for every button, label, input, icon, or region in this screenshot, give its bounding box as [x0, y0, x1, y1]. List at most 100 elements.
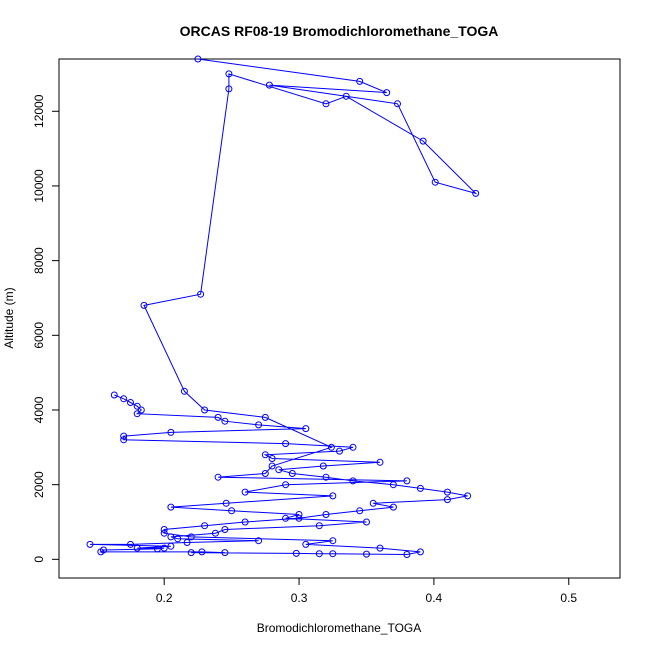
data-point — [221, 526, 229, 533]
y-tick-label: 0 — [32, 556, 46, 563]
data-point — [376, 458, 384, 466]
data-point — [363, 550, 370, 558]
x-tick-label: 0.3 — [291, 591, 308, 605]
data-point — [322, 473, 330, 481]
data-point — [349, 477, 357, 485]
data-point — [329, 550, 337, 558]
data-point — [322, 511, 330, 518]
data-point — [302, 425, 310, 433]
data-point — [160, 526, 168, 533]
data-point — [214, 473, 222, 481]
x-tick-label: 0.2 — [156, 591, 173, 605]
data-point — [180, 387, 188, 395]
data-point — [167, 503, 175, 511]
data-point — [241, 488, 249, 496]
data-point — [376, 544, 384, 552]
data-point — [282, 440, 290, 448]
data-point — [329, 537, 337, 545]
y-tick-label: 8000 — [32, 247, 46, 274]
data-point — [336, 447, 343, 455]
data-point — [127, 540, 134, 548]
data-point — [160, 544, 168, 552]
data-point — [137, 406, 145, 414]
data-point — [472, 189, 480, 197]
data-point — [221, 549, 229, 557]
data-point — [383, 89, 391, 97]
data-point — [315, 522, 323, 530]
data-point — [201, 406, 209, 414]
data-point — [214, 413, 222, 421]
data-point — [389, 481, 397, 489]
data-point — [255, 537, 263, 545]
data-point — [431, 178, 439, 186]
data-point — [394, 100, 401, 108]
data-point — [211, 529, 219, 537]
data-point — [183, 539, 191, 546]
data-point — [464, 492, 472, 500]
data-point — [133, 410, 141, 418]
chart-title: ORCAS RF08-19 Bromodichloromethane_TOGA — [180, 23, 499, 39]
data-point — [329, 492, 337, 500]
data-point — [315, 550, 323, 558]
data-point — [167, 542, 175, 550]
data-point — [228, 507, 236, 515]
data-point — [167, 428, 175, 436]
data-point — [261, 470, 269, 477]
data-point — [133, 402, 141, 410]
data-point — [349, 443, 357, 451]
data-point — [389, 503, 397, 511]
x-tick-label: 0.5 — [560, 591, 577, 605]
series — [86, 55, 480, 558]
data-point — [255, 421, 263, 429]
data-point — [403, 551, 411, 558]
data-point — [416, 484, 424, 492]
data-point — [174, 535, 182, 543]
data-point — [133, 544, 141, 552]
series-line — [89, 58, 478, 556]
data-point — [416, 548, 424, 556]
data-point — [369, 499, 377, 507]
data-point — [221, 417, 229, 425]
data-point — [160, 529, 168, 537]
x-axis-label: Bromodichloromethane_TOGA — [257, 621, 422, 635]
data-point — [261, 413, 269, 421]
data-point — [282, 481, 290, 489]
y-axis: 0 2000 4000 6000 8000 10000 12000 — [32, 94, 60, 563]
data-point — [363, 518, 370, 526]
y-tick-label: 12000 — [32, 94, 46, 128]
data-point — [225, 85, 233, 93]
data-point — [275, 466, 283, 474]
data-point — [167, 533, 175, 541]
data-point — [120, 395, 128, 403]
data-point — [443, 488, 451, 496]
plot-frame — [58, 58, 621, 579]
data-point — [295, 514, 303, 522]
data-point — [319, 462, 327, 470]
data-point — [295, 511, 303, 518]
data-point — [419, 137, 427, 145]
data-point — [288, 470, 296, 477]
data-point — [225, 70, 233, 78]
data-point — [187, 533, 195, 541]
data-point — [292, 549, 300, 557]
data-point — [127, 399, 134, 406]
data-point — [268, 455, 276, 462]
data-point — [403, 477, 411, 485]
data-point — [194, 55, 202, 63]
data-point — [356, 77, 364, 85]
data-point — [443, 496, 451, 504]
y-tick-label: 6000 — [32, 322, 46, 349]
data-point — [97, 548, 105, 556]
data-point — [268, 462, 276, 470]
data-point — [282, 514, 290, 522]
data-point — [201, 522, 209, 530]
data-point — [187, 549, 195, 557]
data-point — [322, 100, 330, 108]
x-axis: 0.2 0.3 0.4 0.5 — [156, 577, 577, 605]
data-point — [265, 81, 273, 89]
data-point — [222, 499, 230, 507]
data-point — [241, 518, 249, 526]
data-point — [342, 92, 350, 100]
data-point — [261, 451, 269, 459]
